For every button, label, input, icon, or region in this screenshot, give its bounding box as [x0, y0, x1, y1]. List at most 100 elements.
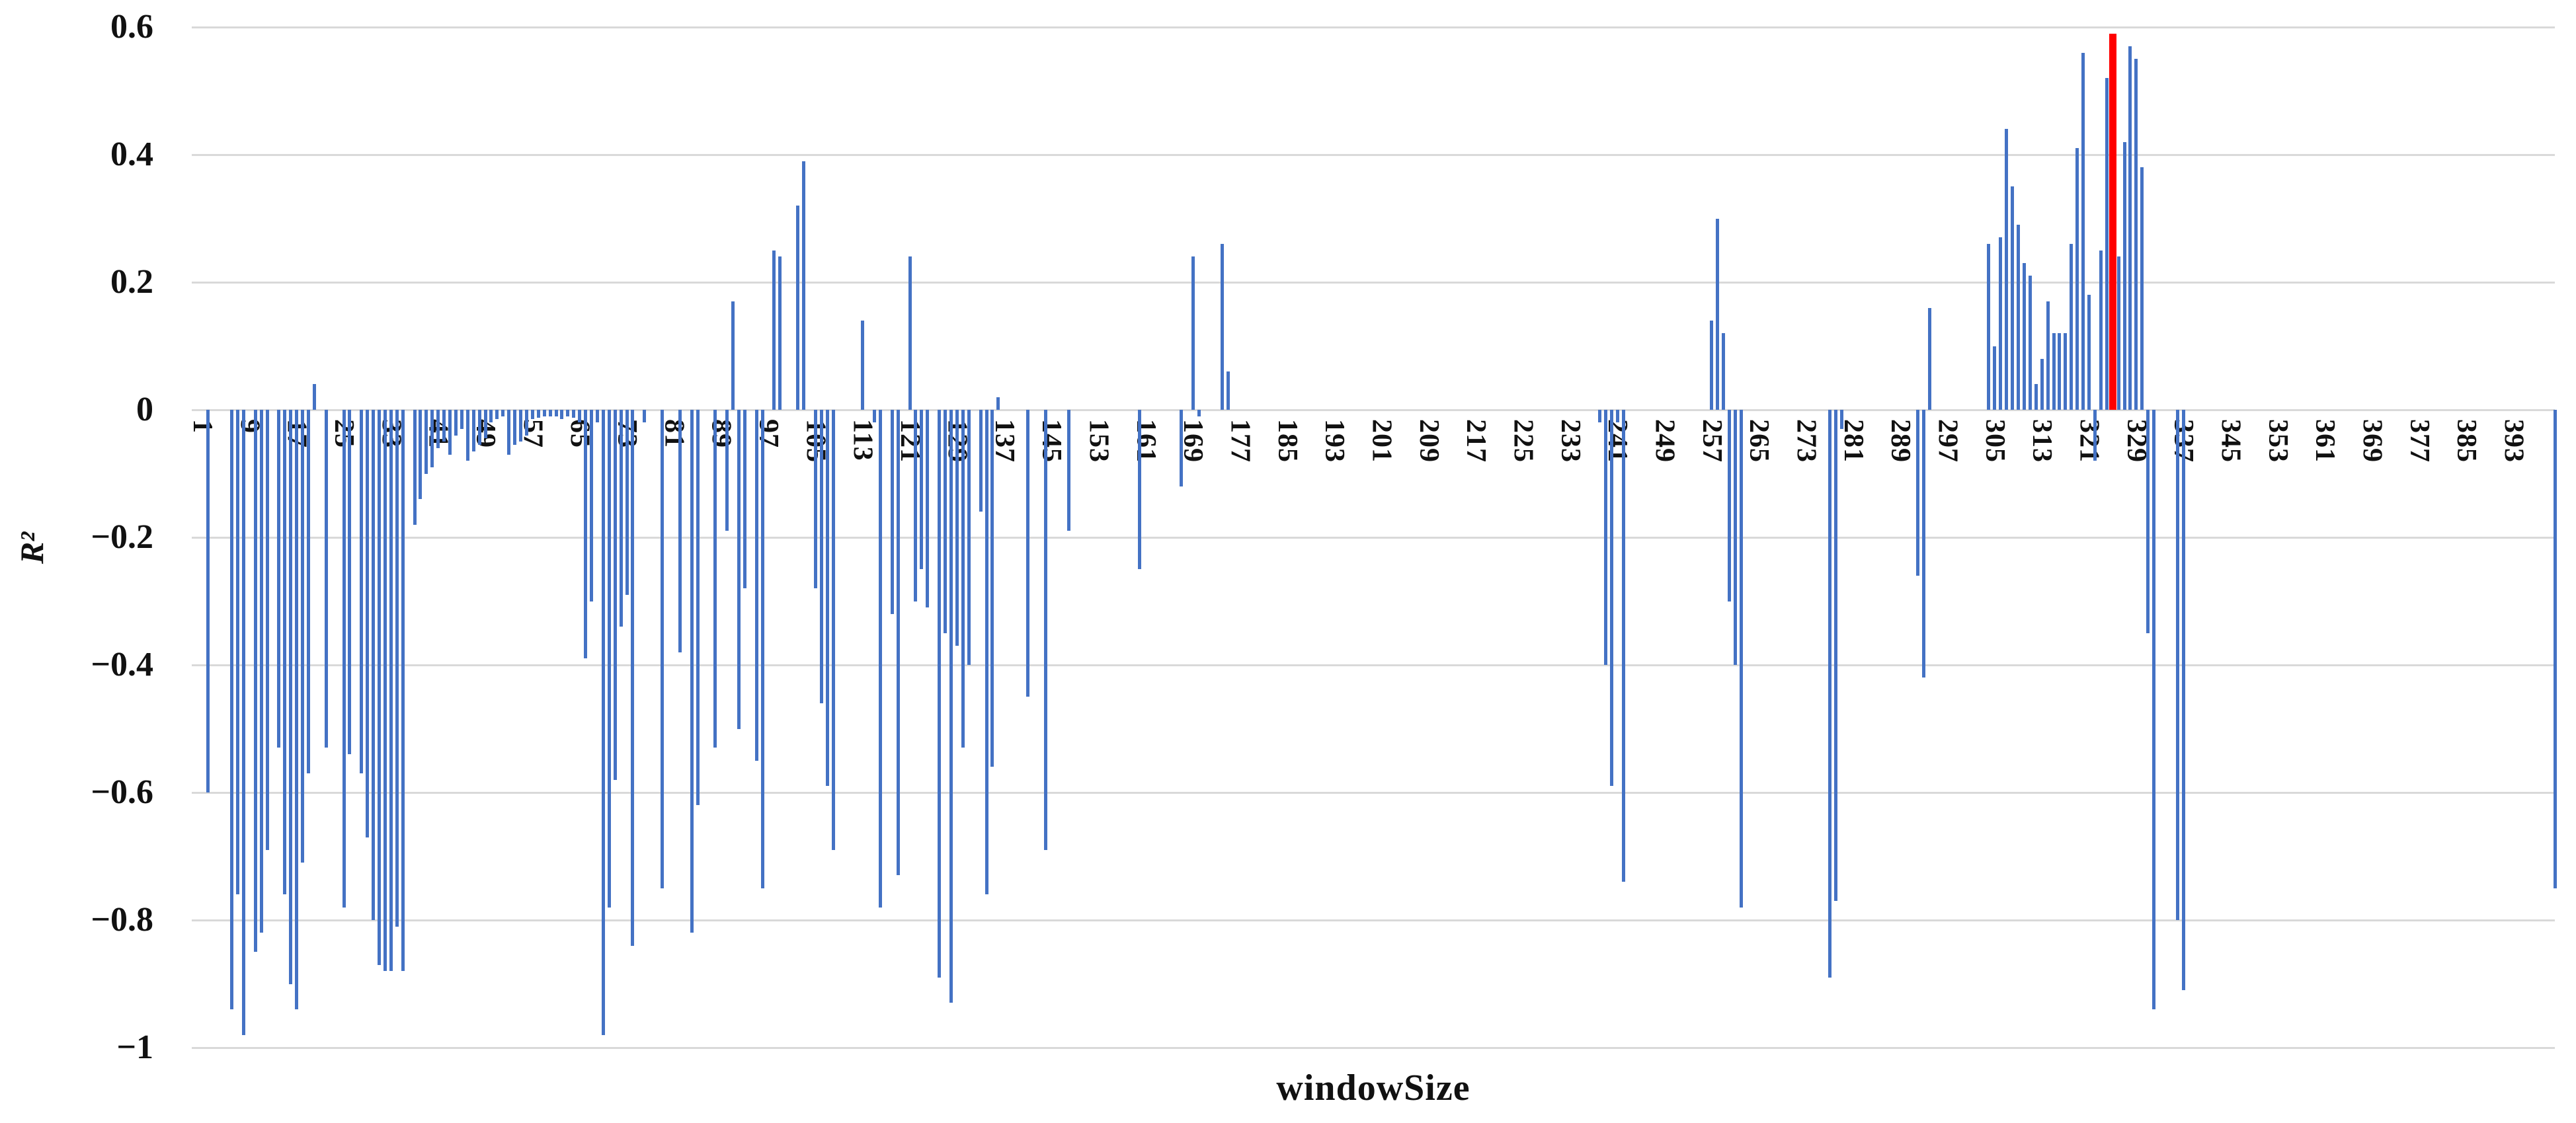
bar	[1227, 371, 1230, 410]
bar	[1928, 307, 1932, 410]
bar	[489, 410, 493, 423]
x-axis-tick-label: 281	[1837, 419, 1869, 463]
bar	[2128, 46, 2132, 410]
bar	[2005, 129, 2009, 410]
bar	[1999, 237, 2003, 410]
bar	[2087, 295, 2091, 410]
x-axis-tick-label: 257	[1696, 419, 1727, 463]
bar	[548, 410, 552, 416]
bar	[389, 410, 393, 972]
x-axis-tick-label: 177	[1225, 419, 1256, 463]
x-axis-tick-label: 1	[187, 419, 218, 434]
bar	[1221, 244, 1225, 410]
bar	[890, 410, 894, 614]
bar	[778, 256, 782, 410]
bar	[2122, 141, 2126, 410]
x-axis-tick-label: 137	[988, 419, 1020, 463]
y-axis-tick-label: −0.4	[91, 646, 153, 683]
bar	[419, 410, 423, 500]
bar	[590, 410, 594, 601]
bar	[996, 397, 1000, 410]
bar	[1026, 410, 1029, 697]
bar	[413, 410, 417, 525]
bar	[661, 410, 664, 888]
x-axis-tick-label: 9	[234, 419, 265, 434]
bar	[301, 410, 305, 863]
bar	[743, 410, 746, 589]
bar	[578, 410, 582, 423]
bar	[802, 161, 806, 410]
bar	[2046, 301, 2050, 410]
y-axis-tick-label: 0.4	[110, 136, 153, 173]
bar	[2058, 333, 2062, 410]
bar	[2064, 333, 2068, 410]
bar	[584, 410, 588, 659]
y-axis-tick-label: 0.2	[110, 263, 153, 301]
bar	[2146, 410, 2150, 633]
bar	[253, 410, 257, 952]
bar	[265, 410, 269, 850]
bar	[2553, 410, 2557, 888]
gridline-y-0.2	[192, 282, 2555, 284]
bar	[2081, 52, 2085, 410]
bar	[949, 410, 953, 1003]
bar-highlighted	[2109, 33, 2116, 410]
bar	[643, 410, 647, 423]
bar	[938, 410, 942, 978]
x-axis-tick-label: 393	[2498, 419, 2529, 463]
y-axis-tick-label: −0.8	[91, 901, 153, 939]
bar	[1191, 256, 1195, 410]
bar	[631, 410, 635, 946]
bar	[572, 410, 576, 418]
bar	[2017, 225, 2021, 410]
bar	[1987, 244, 1991, 410]
bar	[619, 410, 623, 627]
bar	[1993, 346, 1997, 410]
bar	[796, 206, 800, 410]
x-axis-tick-label: 361	[2310, 419, 2341, 463]
bar	[519, 410, 523, 442]
bar	[465, 410, 469, 461]
gridline-y--0.6	[192, 792, 2555, 794]
bar	[1621, 410, 1625, 882]
x-axis-tick-label: 345	[2215, 419, 2246, 463]
bar	[536, 410, 540, 418]
x-axis-tick-label: 201	[1366, 419, 1397, 463]
bar	[401, 410, 405, 972]
bar	[524, 410, 528, 436]
x-axis-tick-label: 353	[2262, 419, 2293, 463]
y-axis-tick-label: 0.6	[110, 8, 153, 46]
bar	[1839, 410, 1843, 429]
bar	[896, 410, 900, 876]
bar	[372, 410, 376, 920]
bar	[1067, 410, 1071, 531]
x-axis-tick-label: 217	[1461, 419, 1492, 463]
bar	[554, 410, 558, 416]
bar	[1138, 410, 1142, 570]
bar	[1603, 410, 1607, 665]
bar	[696, 410, 700, 806]
x-axis-tick-label: 161	[1130, 419, 1161, 463]
bar	[914, 410, 918, 601]
bar	[961, 410, 965, 748]
x-axis-tick-label: 329	[2120, 419, 2152, 463]
bar	[366, 410, 370, 837]
x-axis-tick-label: 89	[705, 419, 737, 448]
x-axis-tick-label: 369	[2356, 419, 2388, 463]
bar	[690, 410, 694, 933]
bar	[1733, 410, 1737, 665]
bar	[1916, 410, 1920, 576]
bar	[2116, 256, 2120, 410]
bar	[513, 410, 517, 445]
bar	[2134, 59, 2138, 410]
bar	[448, 410, 452, 455]
x-axis-tick-label: 193	[1319, 419, 1350, 463]
bar	[1739, 410, 1743, 908]
bar	[383, 410, 387, 972]
bar	[324, 410, 328, 748]
bar	[495, 410, 499, 420]
bar	[1833, 410, 1837, 902]
bar	[1722, 333, 1726, 410]
bar	[2093, 410, 2097, 461]
x-axis-tick-label: 289	[1885, 419, 1916, 463]
